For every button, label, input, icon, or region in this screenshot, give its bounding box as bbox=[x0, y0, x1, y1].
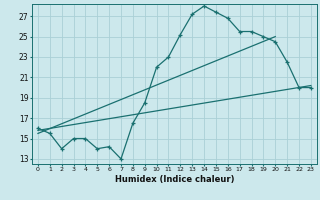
X-axis label: Humidex (Indice chaleur): Humidex (Indice chaleur) bbox=[115, 175, 234, 184]
